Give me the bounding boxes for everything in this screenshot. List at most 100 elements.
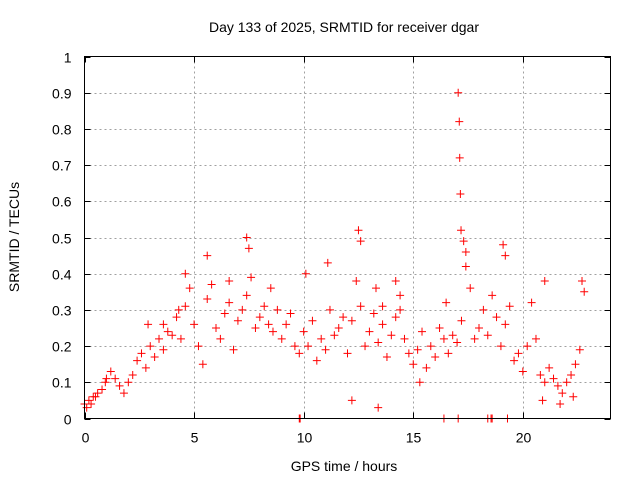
y-axis-label: SRMTID / TECUs xyxy=(6,182,22,292)
data-point xyxy=(466,284,475,293)
y-tick-label: 0.7 xyxy=(52,158,72,174)
data-point xyxy=(242,291,251,300)
data-point xyxy=(501,251,510,260)
data-point xyxy=(514,349,523,358)
data-point xyxy=(569,392,578,401)
data-point xyxy=(549,374,558,383)
data-point xyxy=(556,400,565,409)
data-point xyxy=(168,331,177,340)
data-point xyxy=(391,276,400,285)
data-point xyxy=(448,331,457,340)
data-point xyxy=(163,327,172,336)
data-point xyxy=(137,349,146,358)
data-point xyxy=(396,291,405,300)
data-point xyxy=(185,284,194,293)
data-point xyxy=(488,291,497,300)
data-point xyxy=(505,302,514,311)
data-point xyxy=(479,305,488,314)
data-point xyxy=(225,276,234,285)
x-tick-label: 5 xyxy=(191,430,199,446)
data-point xyxy=(330,331,339,340)
plot-frame xyxy=(84,56,611,419)
data-point xyxy=(194,342,203,351)
data-point xyxy=(455,117,464,126)
data-point xyxy=(457,316,466,325)
data-point xyxy=(426,342,435,351)
data-point xyxy=(225,298,234,307)
data-point xyxy=(540,378,549,387)
data-point xyxy=(461,262,470,271)
data-point xyxy=(312,356,321,365)
data-point xyxy=(531,334,540,343)
data-point xyxy=(216,334,225,343)
data-point xyxy=(124,378,133,387)
data-point xyxy=(115,381,124,390)
data-point xyxy=(538,396,547,405)
data-point xyxy=(174,305,183,314)
data-point xyxy=(553,381,562,390)
data-point xyxy=(323,258,332,267)
data-point xyxy=(371,284,380,293)
y-tick-labels: 0 0.1 0.2 0.3 0.4 0.5 0.6 0.7 0.8 0.9 1 xyxy=(52,50,72,428)
data-point xyxy=(301,269,310,278)
data-point xyxy=(343,349,352,358)
data-point xyxy=(229,345,238,354)
x-tick-label: 10 xyxy=(297,430,313,446)
data-point xyxy=(128,371,137,380)
data-point xyxy=(304,342,313,351)
data-point xyxy=(571,360,580,369)
data-point xyxy=(159,320,168,329)
data-point xyxy=(255,313,264,322)
chart-title: Day 133 of 2025, SRMTID for receiver dga… xyxy=(209,19,479,35)
data-point xyxy=(203,251,212,260)
y-tick-label: 0.1 xyxy=(52,375,72,391)
data-point xyxy=(102,374,111,383)
data-point xyxy=(444,349,453,358)
data-point xyxy=(418,327,427,336)
data-point xyxy=(578,276,587,285)
data-point xyxy=(523,342,532,351)
data-point xyxy=(387,331,396,340)
data-point xyxy=(455,153,464,162)
data-point xyxy=(540,276,549,285)
data-point xyxy=(365,327,374,336)
y-tick-label: 0.9 xyxy=(52,86,72,102)
data-point xyxy=(483,331,492,340)
data-point xyxy=(378,302,387,311)
data-point xyxy=(273,305,282,314)
data-point xyxy=(266,284,275,293)
data-point xyxy=(492,313,501,322)
data-point xyxy=(470,334,479,343)
data-point xyxy=(91,392,100,401)
data-point xyxy=(203,295,212,304)
x-tick-label: 0 xyxy=(82,430,90,446)
data-point xyxy=(290,342,299,351)
data-point xyxy=(369,309,378,318)
data-point xyxy=(415,378,424,387)
data-point xyxy=(575,345,584,354)
data-point xyxy=(190,320,199,329)
data-point xyxy=(242,233,251,242)
data-point xyxy=(146,342,155,351)
data-point xyxy=(268,327,277,336)
data-point xyxy=(339,313,348,322)
data-point xyxy=(282,320,291,329)
data-point xyxy=(400,334,409,343)
data-point xyxy=(510,356,519,365)
data-point xyxy=(321,345,330,354)
data-point xyxy=(181,302,190,311)
data-point xyxy=(212,324,220,332)
data-point xyxy=(325,305,334,314)
y-tick-label: 0.6 xyxy=(52,194,72,210)
y-tick-label: 0.5 xyxy=(52,231,72,247)
data-point xyxy=(461,247,470,256)
data-point xyxy=(422,363,431,372)
data-point xyxy=(499,240,508,249)
data-point xyxy=(378,320,387,329)
data-point xyxy=(98,385,107,394)
data-point xyxy=(150,352,159,361)
data-point xyxy=(155,334,164,343)
data-point xyxy=(111,374,120,383)
